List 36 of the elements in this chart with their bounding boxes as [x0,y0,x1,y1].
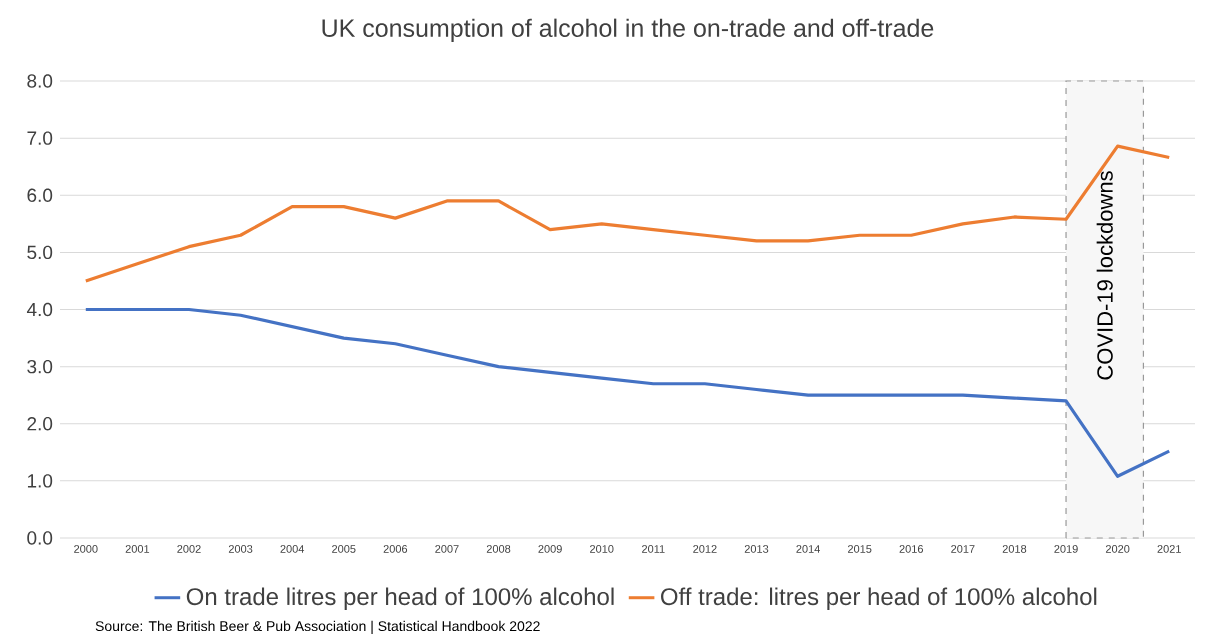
x-tick-label: 2006 [383,545,408,553]
y-tick-label: 4.0 [26,302,53,317]
legend-label: Off trade: litres per head of 100% alcohol [661,587,1097,610]
x-tick-label: 2001 [125,545,150,553]
x-tick-label: 2010 [590,545,614,553]
x-tick-label: 2015 [847,545,872,553]
x-tick-label: 2021 [1157,545,1181,553]
y-tick-label: 2.0 [27,417,53,431]
band-label: COVID-19 lockdowns [1096,171,1113,380]
x-tick-label: 2012 [693,545,717,553]
y-tick-label: 1.0 [27,474,53,488]
y-tick-label: 3.0 [27,359,53,374]
x-tick-label: 2005 [332,545,356,553]
x-tick-label: 2009 [538,545,562,553]
x-tick-label: 2007 [435,545,459,553]
x-tick-label: 2018 [1002,545,1027,553]
x-tick-label: 2011 [642,545,665,553]
source-note: Source: The British Beer & Pub Association | Statistical Handbook 2022 [95,620,540,634]
x-tick-label: 2008 [486,545,511,553]
x-tick-label: 2020 [1105,545,1130,553]
x-tick-label: 2004 [280,545,305,553]
x-tick-label: 2002 [177,545,201,553]
chart-title: UK consumption of alcohol in the on-trade and off-trade [322,18,934,42]
x-tick-label: 2013 [744,545,769,553]
legend-label: On trade litres per head of 100% alcohol [186,587,614,610]
x-tick-label: 2003 [228,545,253,553]
y-tick-label: 7.0 [27,131,53,145]
x-tick-label: 2019 [1054,545,1078,553]
x-tick-label: 2017 [951,545,975,553]
x-tick-label: 2014 [796,545,820,553]
y-tick-label: 0.0 [27,531,53,545]
x-tick-label: 2000 [74,545,98,553]
x-tick-label: 2016 [899,545,924,553]
y-tick-label: 6.0 [27,188,53,202]
y-tick-label: 8.0 [27,74,53,88]
y-tick-label: 5.0 [27,245,53,260]
